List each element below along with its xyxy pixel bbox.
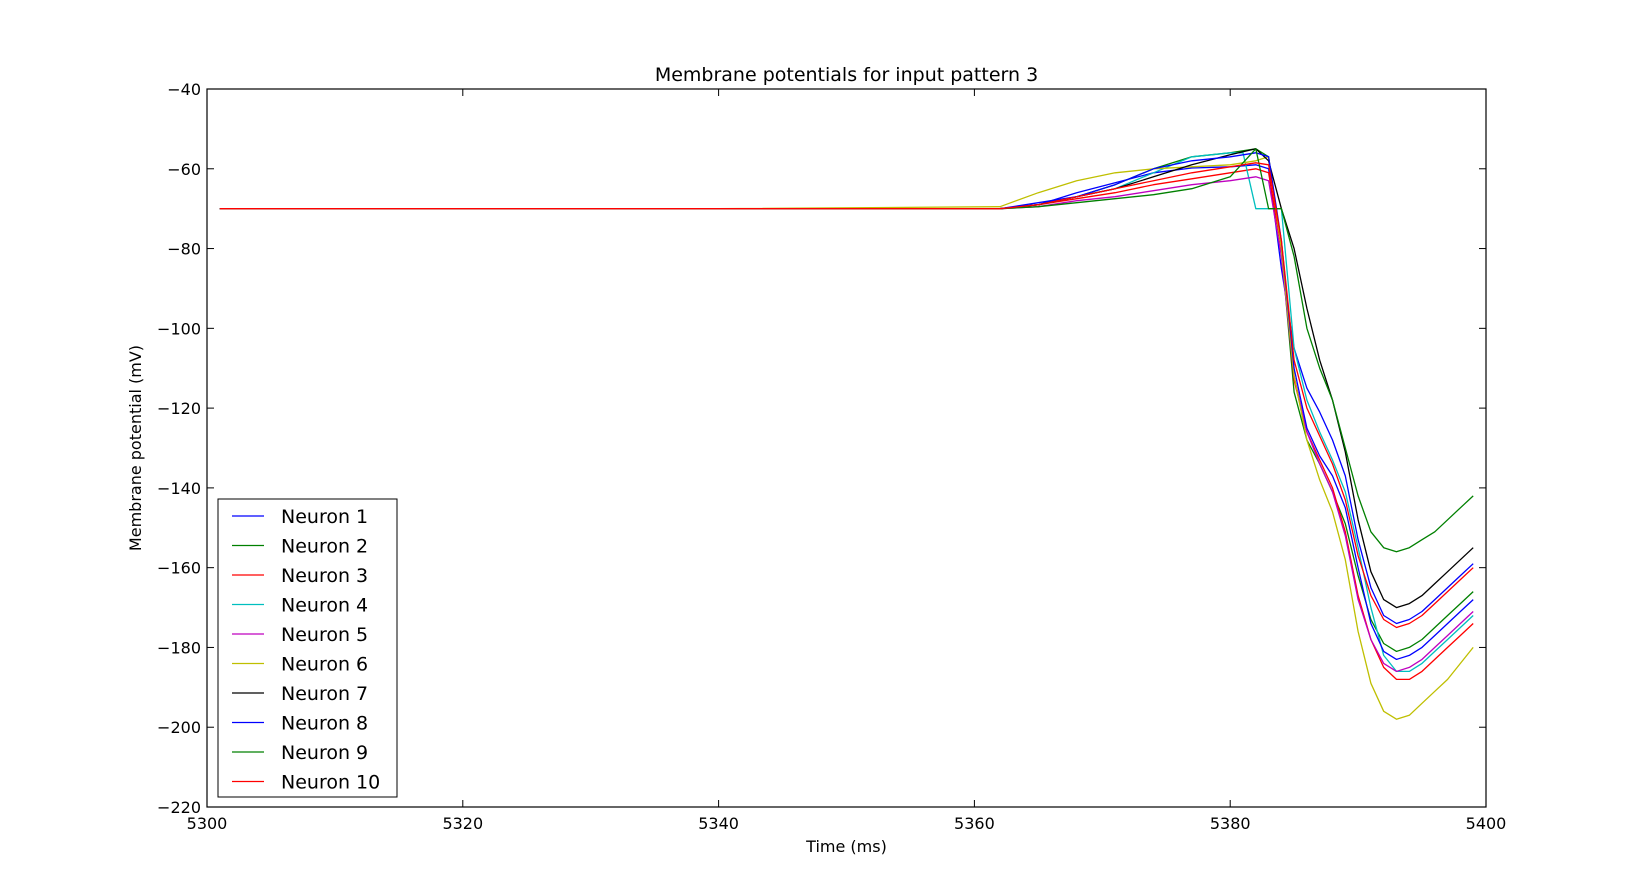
- legend: Neuron 1 Neuron 2 Neuron 3 Neuron 4 Neuron 5…: [217, 498, 398, 798]
- y-tick-label: −200: [157, 718, 201, 737]
- x-tick-label: 5400: [1466, 814, 1507, 833]
- legend-label: Neuron 9: [281, 742, 368, 764]
- y-tick-label: −120: [157, 399, 201, 418]
- x-axis: 5300 5320 5340 5360 5380 5400: [187, 89, 1507, 833]
- y-tick-label: −100: [157, 319, 201, 338]
- x-tick-label: 5300: [187, 814, 228, 833]
- y-tick-label: −140: [157, 479, 201, 498]
- legend-label: Neuron 6: [281, 654, 368, 676]
- series-line-neuron-8: [219, 152, 1474, 661]
- series-line-neuron-6: [219, 156, 1474, 720]
- series-line-neuron-10: [219, 162, 1474, 629]
- legend-label: Neuron 8: [281, 713, 368, 735]
- y-axis: −40 −60 −80 −100 −120 −140 −160 −180 −200 −220: [157, 80, 1486, 817]
- y-tick-label: −80: [167, 240, 201, 259]
- legend-label: Neuron 5: [281, 624, 368, 646]
- x-tick-label: 5340: [698, 814, 739, 833]
- y-tick-label: −180: [157, 638, 201, 657]
- legend-box: [217, 498, 398, 798]
- legend-label: Neuron 10: [281, 772, 380, 794]
- series-line-neuron-9: [219, 148, 1474, 553]
- y-tick-label: −160: [157, 559, 201, 578]
- x-tick-label: 5380: [1210, 814, 1251, 833]
- x-axis-label: Time (ms): [805, 837, 887, 856]
- series-line-neuron-5: [219, 176, 1474, 673]
- series-layer: [219, 148, 1474, 720]
- legend-label: Neuron 7: [281, 683, 368, 705]
- y-tick-label: −40: [167, 80, 201, 99]
- legend-label: Neuron 4: [281, 595, 368, 617]
- legend-label: Neuron 3: [281, 565, 368, 587]
- plot-frame: [206, 88, 1487, 808]
- y-tick-label: −60: [167, 160, 201, 179]
- legend-label: Neuron 2: [281, 536, 368, 558]
- y-tick-label: −220: [157, 798, 201, 817]
- x-tick-label: 5320: [442, 814, 483, 833]
- y-axis-label: Membrane potential (mV): [126, 345, 145, 551]
- x-tick-label: 5360: [954, 814, 995, 833]
- legend-label: Neuron 1: [281, 506, 368, 528]
- series-line-neuron-1: [219, 164, 1474, 625]
- chart-title: Membrane potentials for input pattern 3: [655, 64, 1038, 86]
